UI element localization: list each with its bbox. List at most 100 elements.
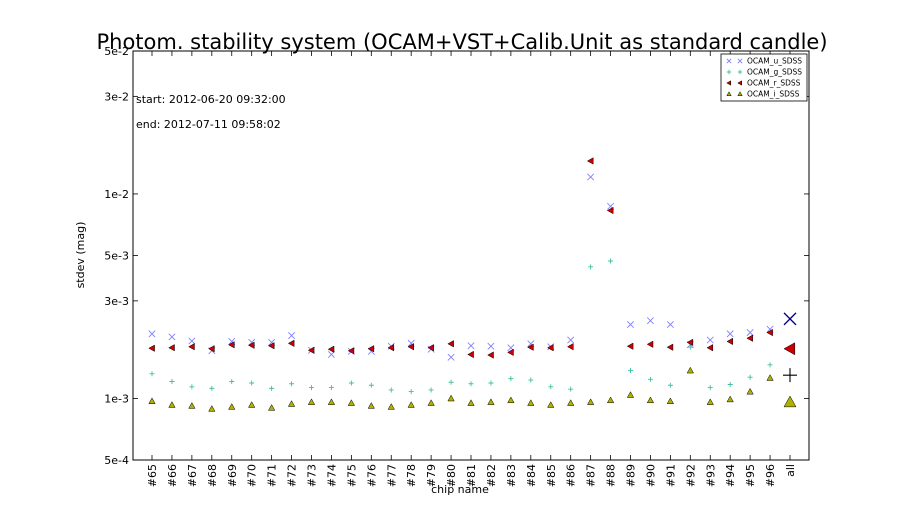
point-OCAM_i_SDSS-#70 <box>248 401 256 408</box>
point-OCAM_r_SDSS-#94 <box>726 337 733 346</box>
point-OCAM_r_SDSS-#75 <box>347 347 355 355</box>
x-tick-label: #92 <box>684 464 697 487</box>
point-OCAM_i_SDSS-#79 <box>427 399 435 406</box>
point-OCAM_r_SDSS-#74 <box>327 345 335 353</box>
x-tick-label: #73 <box>306 464 319 487</box>
point-OCAM_u_SDSS-#94 <box>726 330 734 338</box>
annotation-end: end: 2012-07-11 09:58:02 <box>136 118 281 131</box>
y-tick-label: 5e-2 <box>104 45 129 58</box>
point-OCAM_u_SDSS-#72 <box>288 332 296 340</box>
point-OCAM_r_SDSS-#87 <box>586 157 594 165</box>
x-tick-label: #90 <box>644 464 657 487</box>
point-OCAM_r_SDSS-#73 <box>307 346 315 354</box>
x-tick-label: #93 <box>704 464 717 487</box>
x-tick-label: #89 <box>625 464 638 487</box>
point-OCAM_u_SDSS-#90 <box>646 317 654 325</box>
point-OCAM_r_SDSS-#92 <box>686 338 694 346</box>
point-OCAM_i_SDSS-#77 <box>387 403 395 410</box>
point-OCAM_r_SDSS-#96 <box>766 328 773 337</box>
point-OCAM_g_SDSS-#82 <box>488 380 494 386</box>
point-OCAM_i_SDSS-#73 <box>307 398 316 405</box>
legend: OCAM_u_SDSS OCAM_g_SDSS OCAM_r_SDSS OCAM_i_… <box>720 53 808 102</box>
point-OCAM_r_SDSS-#71 <box>267 342 275 350</box>
legend-marker-OCAM_i_SDSS-b <box>737 91 743 97</box>
point-OCAM_g_SDSS-#85 <box>548 384 554 390</box>
point-OCAM_r_SDSS-#66 <box>168 344 175 352</box>
point-OCAM_r_SDSS-#72 <box>287 339 295 347</box>
legend-marker-OCAM_g_SDSS-b <box>737 69 743 75</box>
x-tick-label: #88 <box>605 464 618 487</box>
x-tick-label: #94 <box>724 464 737 487</box>
point-OCAM_i_SDSS-#86 <box>567 399 575 406</box>
x-tick-label: #91 <box>664 464 677 487</box>
x-axis: #65 #66 #67 #68 #69 #70 #71 #72 #73 #74 #75 #76 #77 #… <box>132 51 797 487</box>
point-OCAM_g_SDSS-#96 <box>767 362 773 368</box>
point-OCAM_i_SDSS-#81 <box>467 399 475 406</box>
point-OCAM_u_SDSS-#86 <box>567 336 575 344</box>
point-OCAM_r_SDSS-#76 <box>367 345 375 353</box>
point-OCAM_g_SDSS-#68 <box>209 385 215 391</box>
point-OCAM_g_SDSS-#70 <box>249 380 255 386</box>
point-OCAM_r_SDSS-#79 <box>427 344 434 352</box>
point-OCAM_u_SDSS-#80 <box>447 353 455 361</box>
point-OCAM_r_SDSS-#78 <box>407 343 414 351</box>
point-OCAM_g_SDSS-#89 <box>628 367 633 373</box>
point-OCAM_u_SDSS-#89 <box>626 320 635 328</box>
y-tick-label: 3e-2 <box>104 90 129 103</box>
point-OCAM_i_SDSS-#94 <box>726 395 734 403</box>
x-tick-label: #69 <box>226 464 239 487</box>
x-tick-label: #86 <box>565 464 578 487</box>
x-tick-label: #72 <box>286 464 299 487</box>
point-OCAM_g_SDSS-#71 <box>269 385 275 391</box>
point-OCAM_i_SDSS-#89 <box>626 391 635 398</box>
y-axis-label: stdev (mag) <box>74 222 87 289</box>
x-tick-label: #80 <box>445 464 458 487</box>
point-OCAM_g_SDSS-#72 <box>289 381 295 387</box>
point-OCAM_r_SDSS-#70 <box>247 341 255 349</box>
legend-marker-OCAM_r_SDSS-a <box>726 80 732 86</box>
x-tick-label: #71 <box>266 464 279 487</box>
point-OCAM_g_SDSS-#73 <box>309 385 314 391</box>
point-OCAM_r_SDSS-#83 <box>507 348 514 356</box>
point-OCAM_i_SDSS-#66 <box>168 401 176 408</box>
x-tick-label: #70 <box>246 464 259 487</box>
point-OCAM_i_SDSS-#91 <box>666 397 674 404</box>
point-OCAM_r_SDSS-#88 <box>606 206 614 215</box>
point-OCAM_r_SDSS-#65 <box>148 344 155 352</box>
x-tick-label: #68 <box>206 464 219 487</box>
point-OCAM_i_SDSS-#78 <box>407 401 415 408</box>
point-OCAM_g_SDSS-#65 <box>149 371 155 377</box>
point-OCAM_r_SDSS-#93 <box>706 344 714 352</box>
point-OCAM_r_SDSS-#95 <box>746 334 753 342</box>
point-OCAM_i_SDSS-#80 <box>447 394 455 402</box>
legend-marker-OCAM_r_SDSS-b <box>737 80 743 86</box>
point-OCAM_r_SDSS-#68 <box>208 345 215 353</box>
point-OCAM_r_SDSS-all <box>783 342 796 356</box>
point-OCAM_g_SDSS-#88 <box>608 258 614 264</box>
point-OCAM_r_SDSS-#86 <box>566 343 574 351</box>
x-tick-label: all <box>784 464 797 477</box>
point-OCAM_r_SDSS-#80 <box>447 340 454 348</box>
legend-marker-OCAM_g_SDSS-a <box>726 69 732 75</box>
point-OCAM_i_SDSS-#88 <box>606 396 615 404</box>
x-tick-label: #76 <box>365 464 378 487</box>
point-OCAM_i_SDSS-#65 <box>148 397 156 404</box>
point-OCAM_g_SDSS-#78 <box>408 389 414 395</box>
point-OCAM_i_SDSS-#76 <box>367 402 375 409</box>
point-OCAM_r_SDSS-#69 <box>228 341 235 349</box>
y-tick-label: 1e-2 <box>104 188 129 201</box>
point-OCAM_r_SDSS-#77 <box>387 344 395 352</box>
point-OCAM_g_SDSS-#86 <box>568 386 574 392</box>
x-tick-label: #65 <box>146 464 159 487</box>
legend-marker-OCAM_u_SDSS-b <box>737 58 743 64</box>
point-OCAM_i_SDSS-#93 <box>706 398 714 405</box>
point-OCAM_i_SDSS-#96 <box>766 374 774 381</box>
x-tick-label: #67 <box>186 464 199 487</box>
point-OCAM_g_SDSS-#81 <box>468 381 474 387</box>
x-tick-label: #87 <box>585 464 598 487</box>
point-OCAM_i_SDSS-#92 <box>686 366 694 374</box>
x-tick-label: #95 <box>744 464 757 487</box>
x-tick-label: #74 <box>325 464 338 487</box>
point-OCAM_i_SDSS-#74 <box>327 398 336 405</box>
x-tick-label: #82 <box>485 464 498 487</box>
